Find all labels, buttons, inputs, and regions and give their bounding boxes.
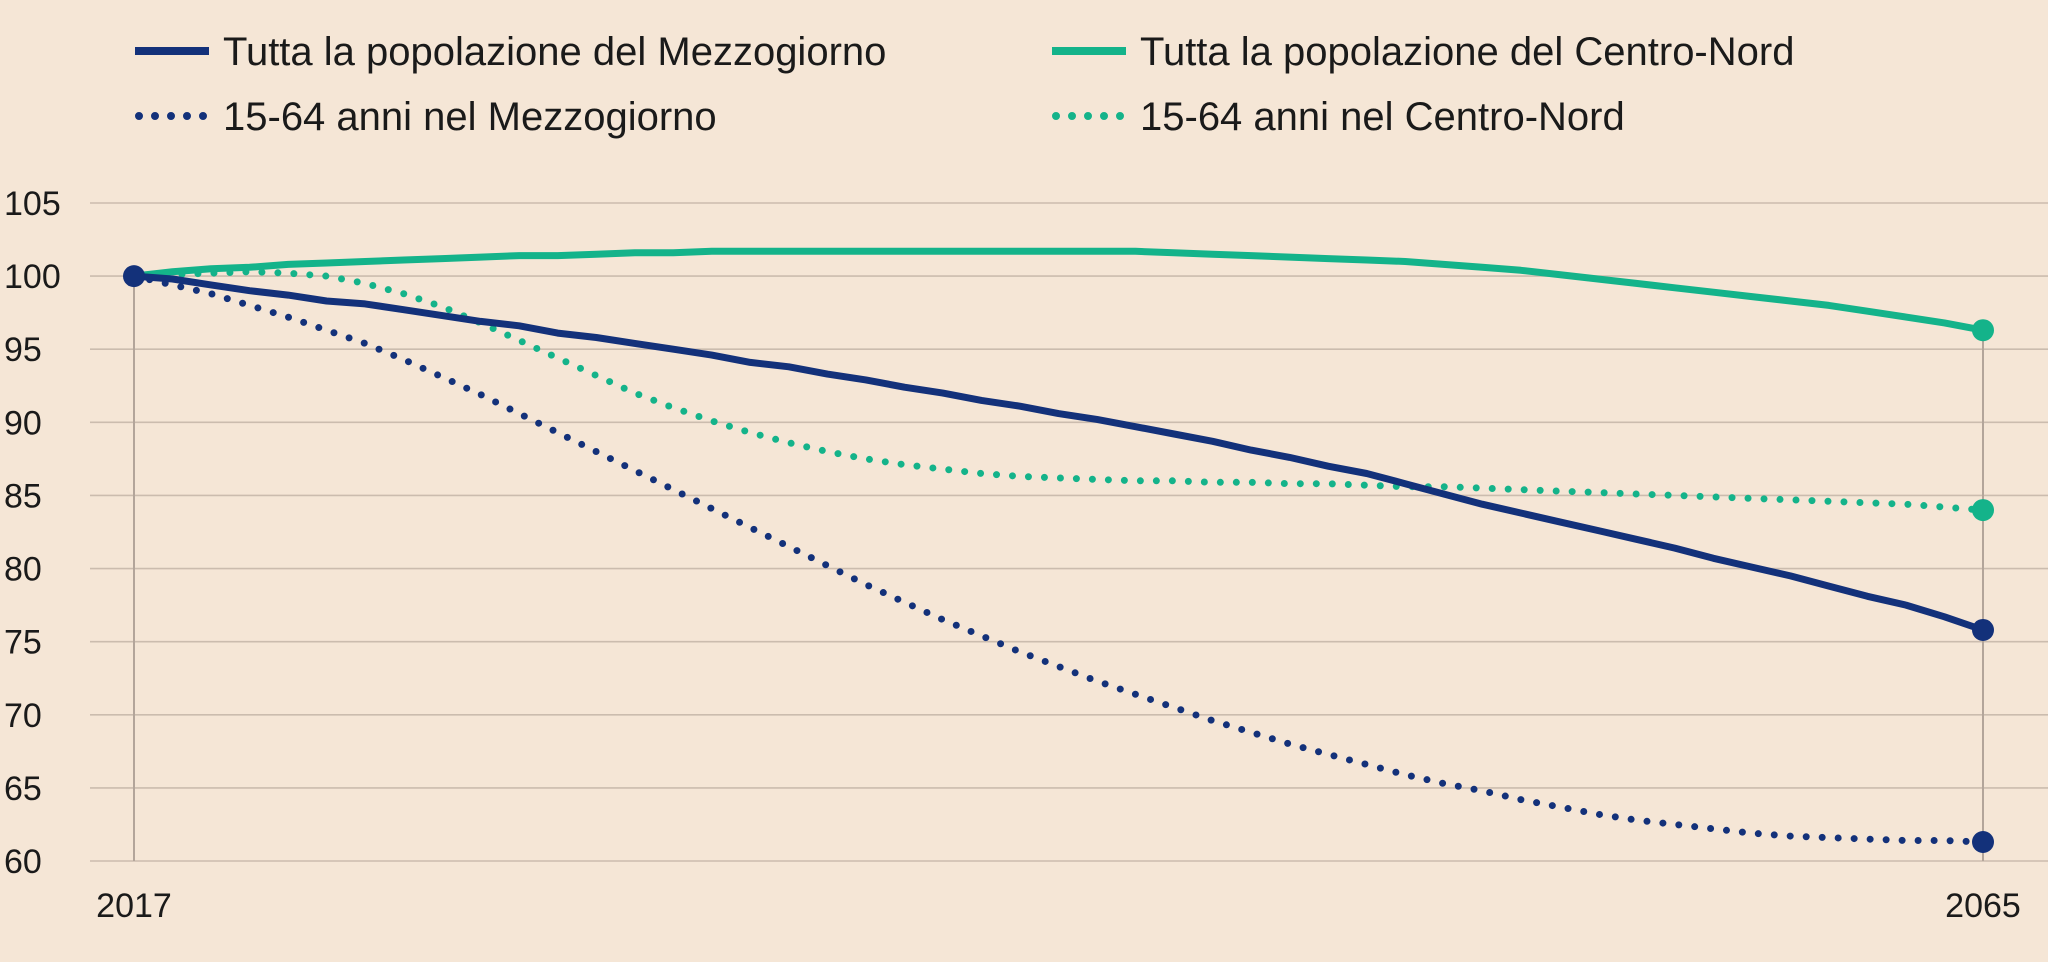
end-guides (133, 276, 1984, 861)
legend-label: 15-64 anni nel Centro-Nord (1140, 95, 1625, 139)
series-group (130, 247, 1987, 846)
y-tick-label: 100 (4, 258, 61, 296)
legend-item-15-64-anni-nel-mezzogiorno: 15-64 anni nel Mezzogiorno (135, 95, 717, 139)
x-tick-label: 2065 (1945, 887, 2021, 925)
x-axis: 2017 2065 (96, 887, 2021, 925)
x-tick-label: 2017 (96, 887, 172, 925)
legend-label: 15-64 anni nel Mezzogiorno (223, 95, 717, 139)
legend-label: Tutta la popolazione del Mezzogiorno (223, 30, 886, 74)
y-tick-label: 75 (4, 624, 42, 662)
y-axis: 60 65 70 75 80 85 90 95 100 105 (4, 185, 61, 881)
legend-item-tutta-la-popolazione-del-centro-nord: Tutta la popolazione del Centro-Nord (1052, 30, 1794, 74)
grid (90, 202, 2048, 862)
end-point-marker-tutta-la-popolazione-del-centro-nord (1972, 319, 1994, 342)
y-tick-label: 65 (4, 770, 42, 808)
y-tick-label: 105 (4, 185, 61, 223)
end-point-marker-tutta-la-popolazione-del-mezzogiorno (1972, 618, 1994, 641)
legend-item-tutta-la-popolazione-del-mezzogiorno: Tutta la popolazione del Mezzogiorno (135, 30, 886, 74)
series-line-15-64-anni-nel-mezzogiorno (130, 272, 1987, 846)
y-tick-label: 60 (4, 843, 42, 881)
y-tick-label: 80 (4, 551, 42, 589)
end-point-marker-15-64-anni-nel-mezzogiorno (1972, 830, 1994, 853)
series-line-tutta-la-popolazione-del-centro-nord (130, 247, 1987, 334)
end-markers (123, 265, 1994, 853)
series-line-tutta-la-popolazione-del-mezzogiorno (130, 272, 1987, 634)
y-tick-label: 85 (4, 477, 42, 515)
end-point-marker-15-64-anni-nel-centro-nord (1972, 499, 1994, 522)
series-line-15-64-anni-nel-centro-nord (130, 268, 1987, 514)
y-tick-label: 95 (4, 331, 42, 369)
legend-item-15-64-anni-nel-centro-nord: 15-64 anni nel Centro-Nord (1052, 95, 1625, 139)
y-tick-label: 90 (4, 404, 42, 442)
start-point-marker (123, 265, 145, 288)
y-tick-label: 70 (4, 697, 42, 735)
legend: Tutta la popolazione del Mezzogiorno Tutt… (135, 30, 1794, 139)
legend-label: Tutta la popolazione del Centro-Nord (1140, 30, 1794, 74)
